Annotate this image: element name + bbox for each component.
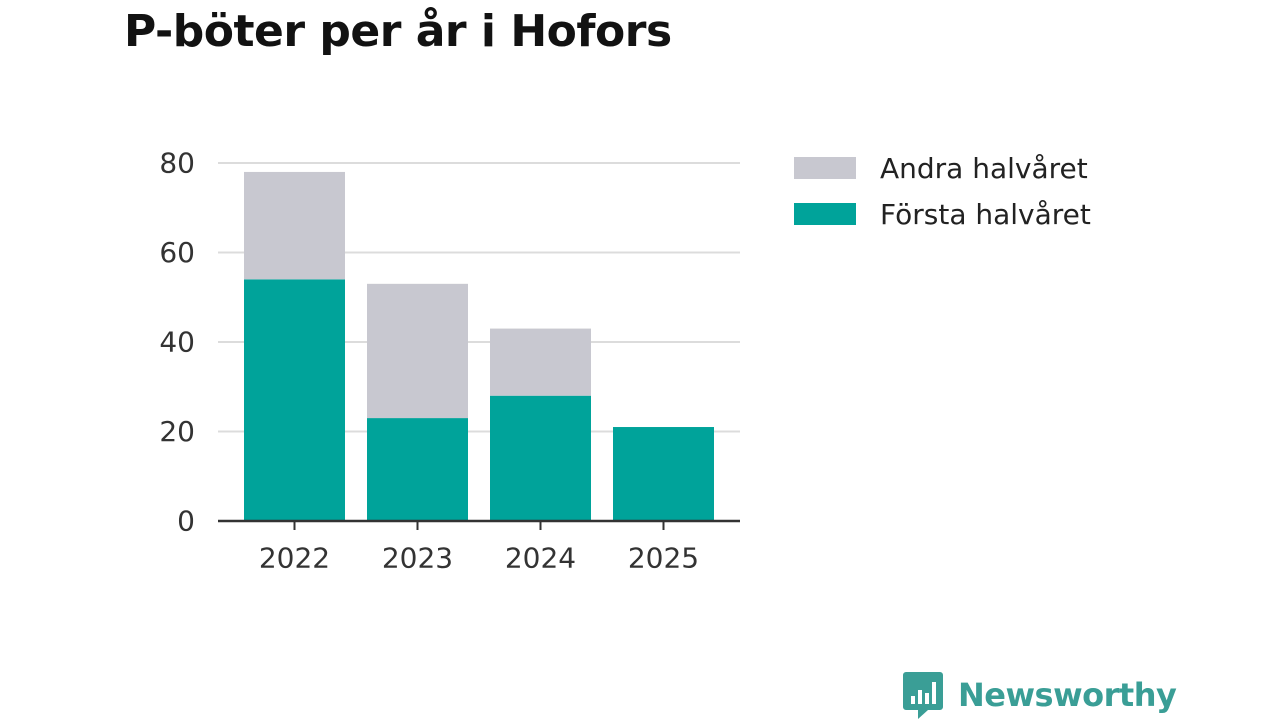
y-tick-label-60: 60 — [159, 236, 195, 269]
y-tick-label-80: 80 — [159, 147, 195, 180]
legend: Andra halvåret Första halvåret — [794, 145, 1091, 237]
x-tick-label-2023: 2023 — [382, 542, 453, 575]
bars — [244, 171, 714, 521]
legend-swatch-andra-halvaret — [794, 157, 856, 179]
bar-2022-series-1 — [244, 171, 345, 280]
x-tick-label-2024: 2024 — [505, 542, 576, 575]
bar-2023-series-1 — [367, 283, 468, 419]
y-tick-label-40: 40 — [159, 326, 195, 359]
axes: 0 20 40 60 80 2022 2023 2024 2025 — [159, 147, 740, 575]
bar-chart-speech-bubble-icon — [903, 672, 943, 719]
bar-2022-series-0 — [244, 279, 345, 521]
legend-item-andra-halvaret: Andra halvåret — [794, 145, 1091, 191]
bar-2024-series-1 — [490, 328, 591, 396]
legend-swatch-forsta-halvaret — [794, 203, 856, 225]
bar-2024-series-0 — [490, 395, 591, 521]
y-tick-label-20: 20 — [159, 415, 195, 448]
x-tick-label-2025: 2025 — [628, 542, 699, 575]
chart-title: P-böter per år i Hofors — [124, 6, 672, 57]
bar-2025-series-0 — [613, 427, 714, 521]
brand-name: Newsworthy — [958, 676, 1177, 714]
legend-label-forsta-halvaret: Första halvåret — [880, 197, 1091, 231]
brand-logo: Newsworthy — [902, 670, 1177, 720]
y-tick-label-0: 0 — [177, 505, 195, 538]
legend-item-forsta-halvaret: Första halvåret — [794, 191, 1091, 237]
bar-2023-series-0 — [367, 418, 468, 521]
x-tick-label-2022: 2022 — [259, 542, 330, 575]
legend-label-andra-halvaret: Andra halvåret — [880, 151, 1088, 185]
